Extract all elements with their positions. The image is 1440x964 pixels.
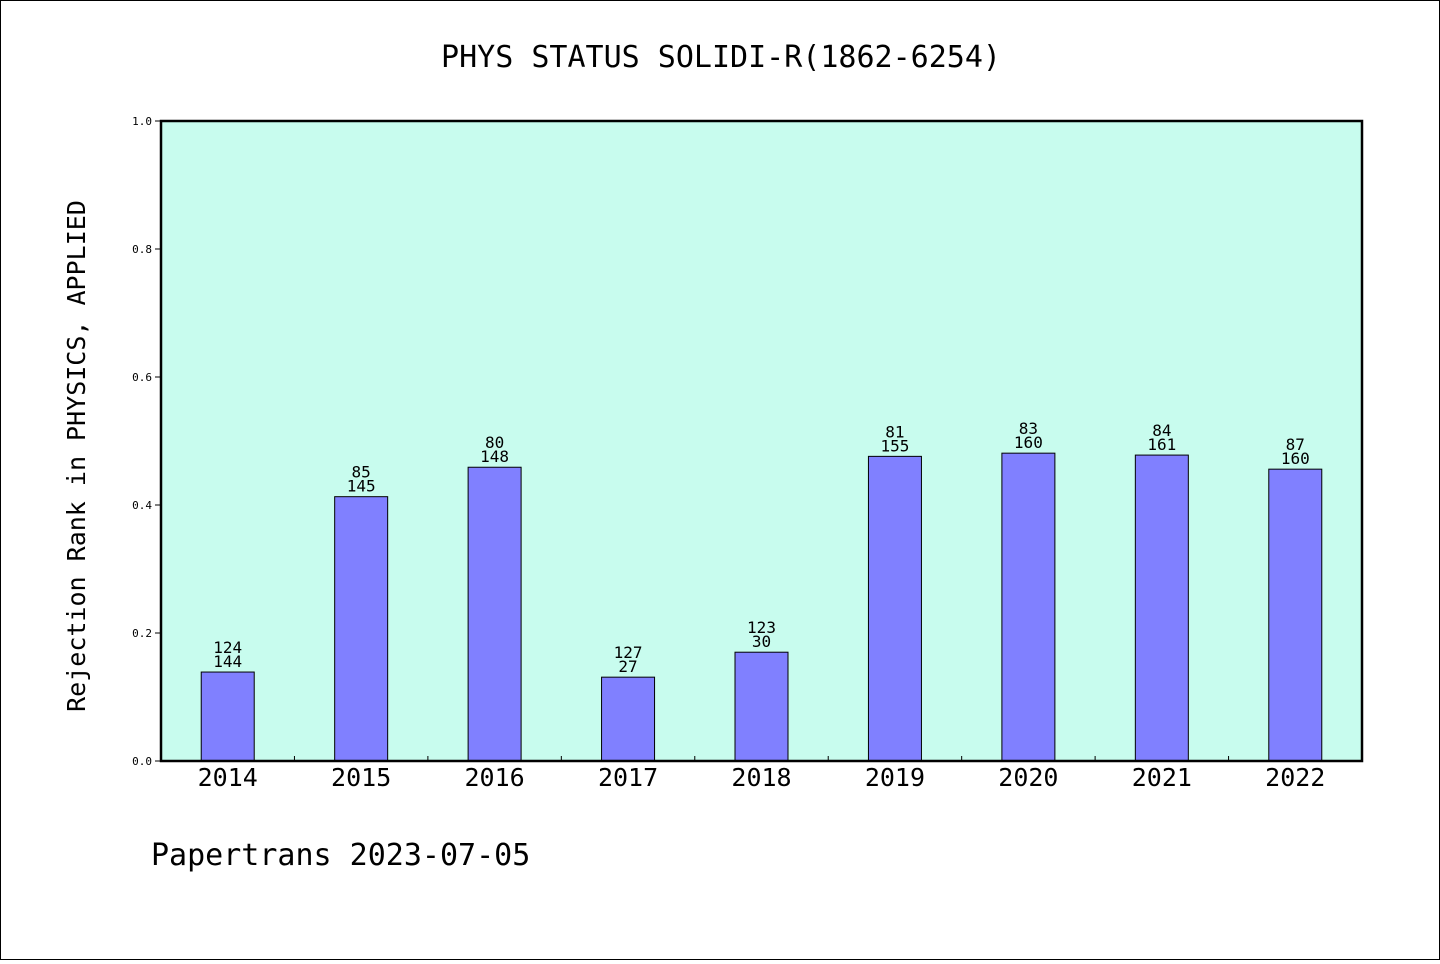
bar-label-bottom-2016: 148 — [480, 447, 509, 466]
bar-2018 — [734, 651, 789, 762]
bar-label-bottom-2017: 27 — [618, 657, 637, 676]
bar-label-bottom-2022: 160 — [1281, 449, 1310, 468]
bar-label-bottom-2014: 144 — [213, 652, 242, 671]
x-tick-label-2015: 2015 — [331, 763, 391, 792]
bars-group — [200, 452, 1323, 762]
y-tick-label: 0.0 — [132, 755, 152, 768]
y-axis-label: Rejection Rank in PHYSICS, APPLIED — [62, 200, 91, 712]
x-tick-label-2021: 2021 — [1132, 763, 1192, 792]
bar-2020 — [1001, 452, 1056, 762]
bar-label-bottom-2019: 155 — [880, 436, 909, 455]
y-tick-label: 0.8 — [132, 243, 152, 256]
footer-text: Papertrans 2023-07-05 — [151, 838, 530, 873]
bar-2016 — [467, 466, 522, 762]
bar-2017 — [601, 676, 656, 762]
y-tick-label: 1.0 — [132, 115, 152, 128]
bar-2014 — [200, 671, 255, 762]
y-axis-ticks: 0.0 0.2 0.4 0.6 0.8 1.0 — [132, 115, 161, 768]
x-axis-ticks: 2014 2015 2016 2017 2018 2019 2020 2021 2022 — [198, 756, 1325, 792]
bar-label-bottom-2018: 30 — [752, 632, 771, 651]
bar-2015 — [334, 496, 389, 762]
bar-label-top-2021: 84 — [1152, 421, 1171, 440]
x-tick-label-2020: 2020 — [998, 763, 1058, 792]
bar-label-top-2018: 123 — [747, 618, 776, 637]
y-tick-label: 0.6 — [132, 371, 152, 384]
chart-title: PHYS STATUS SOLIDI-R(1862-6254) — [441, 40, 1001, 75]
bar-2021 — [1134, 454, 1189, 762]
bar-label-bottom-2020: 160 — [1014, 433, 1043, 452]
bar-label-top-2017: 127 — [614, 643, 643, 662]
x-tick-label-2016: 2016 — [465, 763, 525, 792]
x-tick-label-2022: 2022 — [1265, 763, 1325, 792]
x-tick-label-2019: 2019 — [865, 763, 925, 792]
bar-labels-group: 1241448514580148127271233081155831608416… — [213, 419, 1309, 676]
bar-label-top-2020: 83 — [1019, 419, 1038, 438]
bar-label-bottom-2015: 145 — [347, 477, 376, 496]
bar-2022 — [1268, 468, 1323, 762]
bar-label-top-2022: 87 — [1286, 435, 1305, 454]
bar-label-top-2015: 85 — [352, 463, 371, 482]
x-tick-label-2014: 2014 — [198, 763, 258, 792]
bar-label-top-2016: 80 — [485, 433, 504, 452]
bar-label-top-2014: 124 — [213, 638, 242, 657]
y-tick-label: 0.2 — [132, 627, 152, 640]
plot-border — [159, 119, 1364, 763]
bar-2019 — [867, 455, 922, 762]
y-tick-label: 0.4 — [132, 499, 152, 512]
bar-label-top-2019: 81 — [885, 422, 904, 441]
x-tick-label-2018: 2018 — [731, 763, 791, 792]
bar-label-bottom-2021: 161 — [1147, 435, 1176, 454]
x-tick-label-2017: 2017 — [598, 763, 658, 792]
